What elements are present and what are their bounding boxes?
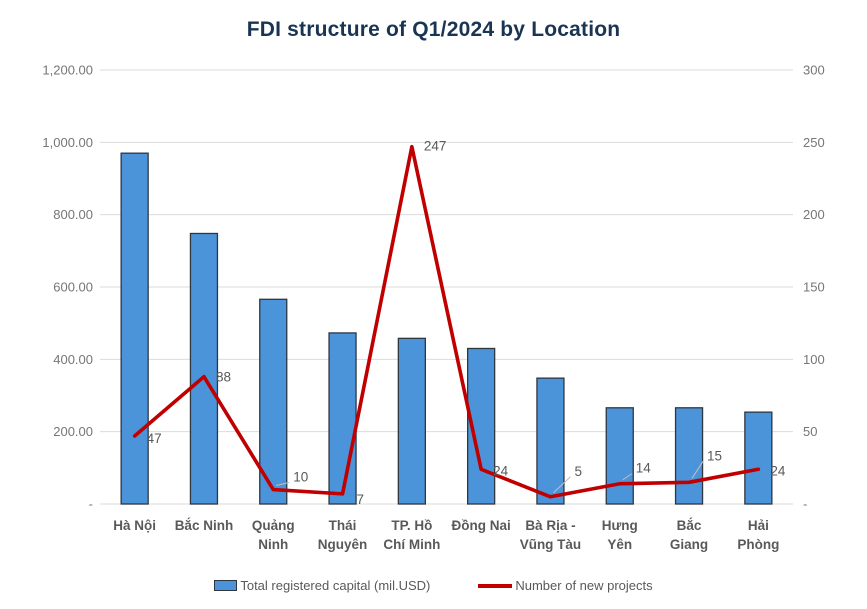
- line-series-swatch-icon: [478, 583, 513, 588]
- axis-tick-label-right: 250: [803, 135, 825, 150]
- category-label: Thái: [329, 518, 357, 533]
- category-label: Vũng Tàu: [520, 537, 582, 552]
- bar: [189, 232, 219, 505]
- label-leader-line: [691, 461, 704, 479]
- legend-item-projects: Number of new projects: [478, 578, 653, 593]
- line-data-label: 88: [216, 370, 231, 385]
- line-data-label: 10: [293, 470, 308, 485]
- category-label: Hà Nội: [113, 518, 156, 533]
- chart-legend: Total registered capital (mil.USD) Numbe…: [0, 578, 867, 593]
- category-label: Hải: [748, 518, 769, 533]
- label-leader-line: [622, 473, 633, 481]
- legend-item-capital: Total registered capital (mil.USD): [214, 578, 430, 593]
- category-label: TP. Hồ: [391, 518, 432, 533]
- category-label: Bà Rịa -: [525, 518, 575, 533]
- axis-tick-label-right: 100: [803, 352, 825, 367]
- category-label: Giang: [670, 537, 708, 552]
- line-data-label: 24: [770, 463, 786, 478]
- legend-label-capital: Total registered capital (mil.USD): [240, 578, 431, 593]
- bar: [259, 298, 288, 505]
- line-data-label: 247: [424, 139, 447, 154]
- category-label: Bắc: [677, 518, 702, 533]
- line-data-label: 7: [357, 492, 365, 507]
- bar: [120, 152, 149, 505]
- line-data-label: 15: [707, 448, 722, 463]
- line-data-label: 24: [493, 463, 509, 478]
- category-label: Nguyên: [318, 537, 368, 552]
- line-data-label: 47: [147, 431, 162, 446]
- category-label: Quảng: [252, 518, 295, 533]
- bar-series-swatch-icon: [214, 580, 238, 591]
- axis-tick-label-left: 800.00: [53, 207, 93, 222]
- line-data-label: 14: [636, 461, 652, 476]
- bar: [674, 407, 704, 505]
- axis-tick-label-left: -: [89, 497, 93, 512]
- category-label: Bắc Ninh: [175, 518, 234, 533]
- category-label: Ninh: [258, 537, 288, 552]
- axis-tick-label-left: 1,000.00: [42, 135, 93, 150]
- label-leader-line: [276, 482, 290, 487]
- axis-tick-label-left: 200.00: [53, 424, 93, 439]
- label-leader-line: [553, 476, 571, 494]
- axis-tick-label-right: 150: [803, 280, 825, 295]
- bar: [605, 407, 634, 505]
- axis-tick-label-right: 300: [803, 63, 825, 78]
- axis-tick-label-right: -: [803, 497, 807, 512]
- axis-tick-label-left: 1,200.00: [42, 63, 93, 78]
- legend-label-projects: Number of new projects: [515, 578, 653, 593]
- category-label: Đồng Nai: [452, 518, 511, 533]
- axis-tick-label-left: 400.00: [53, 352, 93, 367]
- axis-tick-label-left: 600.00: [53, 280, 93, 295]
- category-label: Hưng: [602, 518, 638, 533]
- bar: [536, 377, 565, 505]
- category-label: Yên: [607, 537, 632, 552]
- category-label: Phòng: [737, 537, 779, 552]
- bar: [744, 411, 773, 505]
- category-label: Chí Minh: [383, 537, 440, 552]
- chart-title: FDI structure of Q1/2024 by Location: [246, 18, 621, 41]
- bar: [328, 332, 357, 505]
- axis-tick-label-right: 50: [803, 424, 817, 439]
- axis-tick-label-right: 200: [803, 207, 825, 222]
- line-data-label: 5: [574, 464, 582, 479]
- bar: [397, 337, 427, 505]
- projects-line: [132, 144, 761, 499]
